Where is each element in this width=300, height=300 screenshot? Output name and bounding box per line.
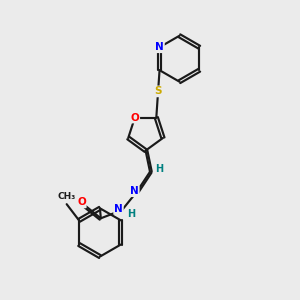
Text: H: H <box>155 164 164 174</box>
Text: O: O <box>77 197 86 207</box>
Text: H: H <box>127 209 135 220</box>
Text: N: N <box>155 42 164 52</box>
Text: N: N <box>114 204 123 214</box>
Text: N: N <box>130 186 139 196</box>
Text: S: S <box>154 86 162 96</box>
Text: O: O <box>130 112 139 123</box>
Text: CH₃: CH₃ <box>58 192 76 201</box>
